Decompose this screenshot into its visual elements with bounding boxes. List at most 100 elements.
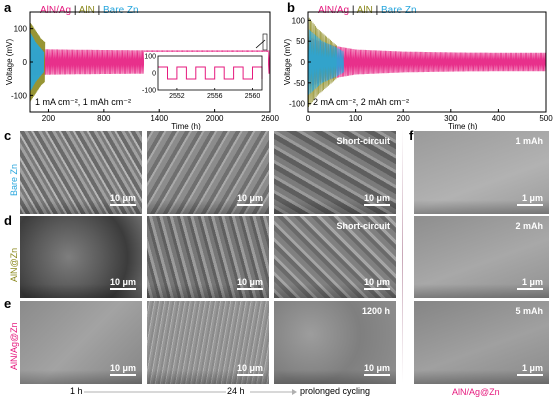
note-2mah: 2 mAh bbox=[515, 221, 543, 231]
scale-text: 1 μm bbox=[521, 193, 543, 203]
sem-c3: Short-circuit 10 μm bbox=[274, 131, 396, 214]
x-axis-label: Time (h) bbox=[171, 122, 201, 130]
y-tick-label: 100 bbox=[14, 25, 28, 34]
panel-label-d: d bbox=[4, 213, 12, 228]
inset-y-tick-label: -100 bbox=[142, 88, 156, 95]
timeline-arrow bbox=[84, 389, 297, 395]
panel-label-a: a bbox=[4, 0, 12, 15]
scale-text: 10 μm bbox=[363, 193, 390, 203]
divider-line bbox=[402, 128, 403, 383]
timeline-arrowhead bbox=[292, 389, 297, 395]
row-label-d: AlN@Zn bbox=[9, 247, 19, 282]
inset-zoom-box bbox=[262, 33, 268, 51]
row-label-c: Bare Zn bbox=[9, 163, 19, 196]
y-tick-label: -100 bbox=[11, 91, 28, 100]
inset-background bbox=[144, 52, 268, 102]
x-tick-label: 200 bbox=[397, 114, 411, 123]
note-short-circuit: Short-circuit bbox=[336, 136, 390, 146]
panel-label-f: f bbox=[409, 128, 414, 143]
legend-a-alnag: AlN/Ag bbox=[40, 5, 72, 16]
scale-text: 10 μm bbox=[109, 193, 136, 203]
sem-d1: 10 μm bbox=[20, 216, 142, 298]
sem-f2: 2 mAh 1 μm bbox=[414, 216, 549, 298]
series-line-aln-ag bbox=[29, 48, 271, 76]
condition-label: 1 mA cm⁻², 1 mAh cm⁻² bbox=[35, 97, 131, 107]
inset-x-tick-label: 2556 bbox=[207, 93, 223, 100]
x-axis-label: Time (h) bbox=[448, 122, 478, 130]
scale-text: 10 μm bbox=[363, 277, 390, 287]
scale-text: 10 μm bbox=[236, 363, 263, 373]
legend-b-sep1: | bbox=[349, 5, 357, 16]
sem-d3: Short-circuit 10 μm bbox=[274, 216, 396, 298]
legend-b-aln: AlN bbox=[356, 5, 373, 16]
y-tick-label: 0 bbox=[23, 58, 28, 67]
sem-f1: 1 mAh 1 μm bbox=[414, 131, 549, 214]
inset-pointer-arrow bbox=[255, 39, 266, 49]
legend-a-sep1: | bbox=[71, 5, 79, 16]
x-tick-label: 200 bbox=[42, 114, 56, 123]
legend-a-aln: AlN bbox=[78, 5, 95, 16]
scale-text: 10 μm bbox=[236, 193, 263, 203]
sem-d2: 10 μm bbox=[147, 216, 269, 298]
y-axis-label: Voltage (mV) bbox=[5, 39, 14, 86]
scale-text: 10 μm bbox=[109, 277, 136, 287]
note-1200h: 1200 h bbox=[361, 306, 390, 316]
legend-b-alnag: AlN/Ag bbox=[318, 5, 350, 16]
series-line-bare-zn bbox=[29, 31, 45, 92]
y-tick-label: -100 bbox=[289, 100, 306, 109]
legend-b-sep2: | bbox=[372, 5, 382, 16]
inset-series-line bbox=[158, 66, 263, 80]
inset-x-tick-label: 2560 bbox=[245, 93, 261, 100]
scale-text: 1 μm bbox=[521, 363, 543, 373]
inset-y-tick-label: 0 bbox=[152, 71, 156, 78]
y-tick-label: 100 bbox=[292, 16, 306, 25]
legend-a: AlN/Ag | AlN | Bare Zn bbox=[40, 5, 139, 16]
legend-a-barezn: Bare Zn bbox=[103, 5, 139, 16]
sem-c2: 10 μm bbox=[147, 131, 269, 214]
note-5mah: 5 mAh bbox=[515, 306, 543, 316]
x-tick-label: 2600 bbox=[261, 114, 279, 123]
condition-label: 2 mA cm⁻², 2 mAh cm⁻² bbox=[313, 97, 409, 107]
timeline-1h: 1 h bbox=[70, 386, 83, 396]
sem-c1: 10 μm bbox=[20, 131, 142, 214]
scale-text: 10 μm bbox=[236, 277, 263, 287]
scale-text: 10 μm bbox=[109, 363, 136, 373]
legend-b-barezn: Bare Zn bbox=[381, 5, 417, 16]
inset-x-tick-label: 2552 bbox=[169, 93, 185, 100]
legend-b: AlN/Ag | AlN | Bare Zn bbox=[318, 5, 417, 16]
x-tick-label: 1400 bbox=[150, 114, 168, 123]
legend-a-sep2: | bbox=[94, 5, 104, 16]
inset-frame bbox=[157, 55, 263, 91]
y-tick-label: 0 bbox=[301, 58, 306, 67]
sem-e3: 1200 h 10 μm bbox=[274, 301, 396, 384]
sem-f3: 5 mAh 1 μm bbox=[414, 301, 549, 384]
timeline-24h: 24 h bbox=[227, 386, 245, 396]
f-sample-label: AlN/Ag@Zn bbox=[452, 387, 500, 397]
chart-b: 0 100 200 300 400 500 -100 -50 0 50 100 Time (h) Vol… bbox=[283, 11, 553, 130]
x-tick-label: 500 bbox=[539, 114, 553, 123]
x-tick-label: 2000 bbox=[206, 114, 224, 123]
x-tick-label: 0 bbox=[306, 114, 311, 123]
chart-a: 200 800 1400 2000 2600 -100 0 100 Time (h) Voltag… bbox=[5, 11, 279, 130]
sem-e2: 10 μm bbox=[147, 301, 269, 384]
y-tick-label: 50 bbox=[296, 37, 305, 46]
y-tick-label: -50 bbox=[293, 79, 305, 88]
scale-text: 1 μm bbox=[521, 277, 543, 287]
inset-y-tick-label: 100 bbox=[144, 54, 156, 61]
x-tick-label: 100 bbox=[349, 114, 363, 123]
timeline-prolonged: prolonged cycling bbox=[300, 386, 371, 396]
series-line-bare-zn bbox=[307, 28, 345, 95]
panel-label-b: b bbox=[287, 0, 295, 15]
note-short-circuit: Short-circuit bbox=[336, 221, 390, 231]
x-tick-label: 800 bbox=[97, 114, 111, 123]
series-line-aln-ag bbox=[307, 36, 547, 87]
row-label-e: AlN/Ag@Zn bbox=[9, 322, 19, 370]
x-tick-label: 400 bbox=[492, 114, 506, 123]
panel-label-c: c bbox=[4, 128, 12, 143]
x-tick-label: 300 bbox=[444, 114, 458, 123]
panel-label-e: e bbox=[4, 296, 12, 311]
sem-e1: 10 μm bbox=[20, 301, 142, 384]
note-1mah: 1 mAh bbox=[515, 136, 543, 146]
y-axis-label: Voltage (mV) bbox=[283, 39, 292, 86]
scale-text: 10 μm bbox=[363, 363, 390, 373]
